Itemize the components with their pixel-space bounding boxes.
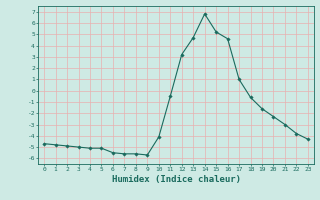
X-axis label: Humidex (Indice chaleur): Humidex (Indice chaleur) — [111, 175, 241, 184]
